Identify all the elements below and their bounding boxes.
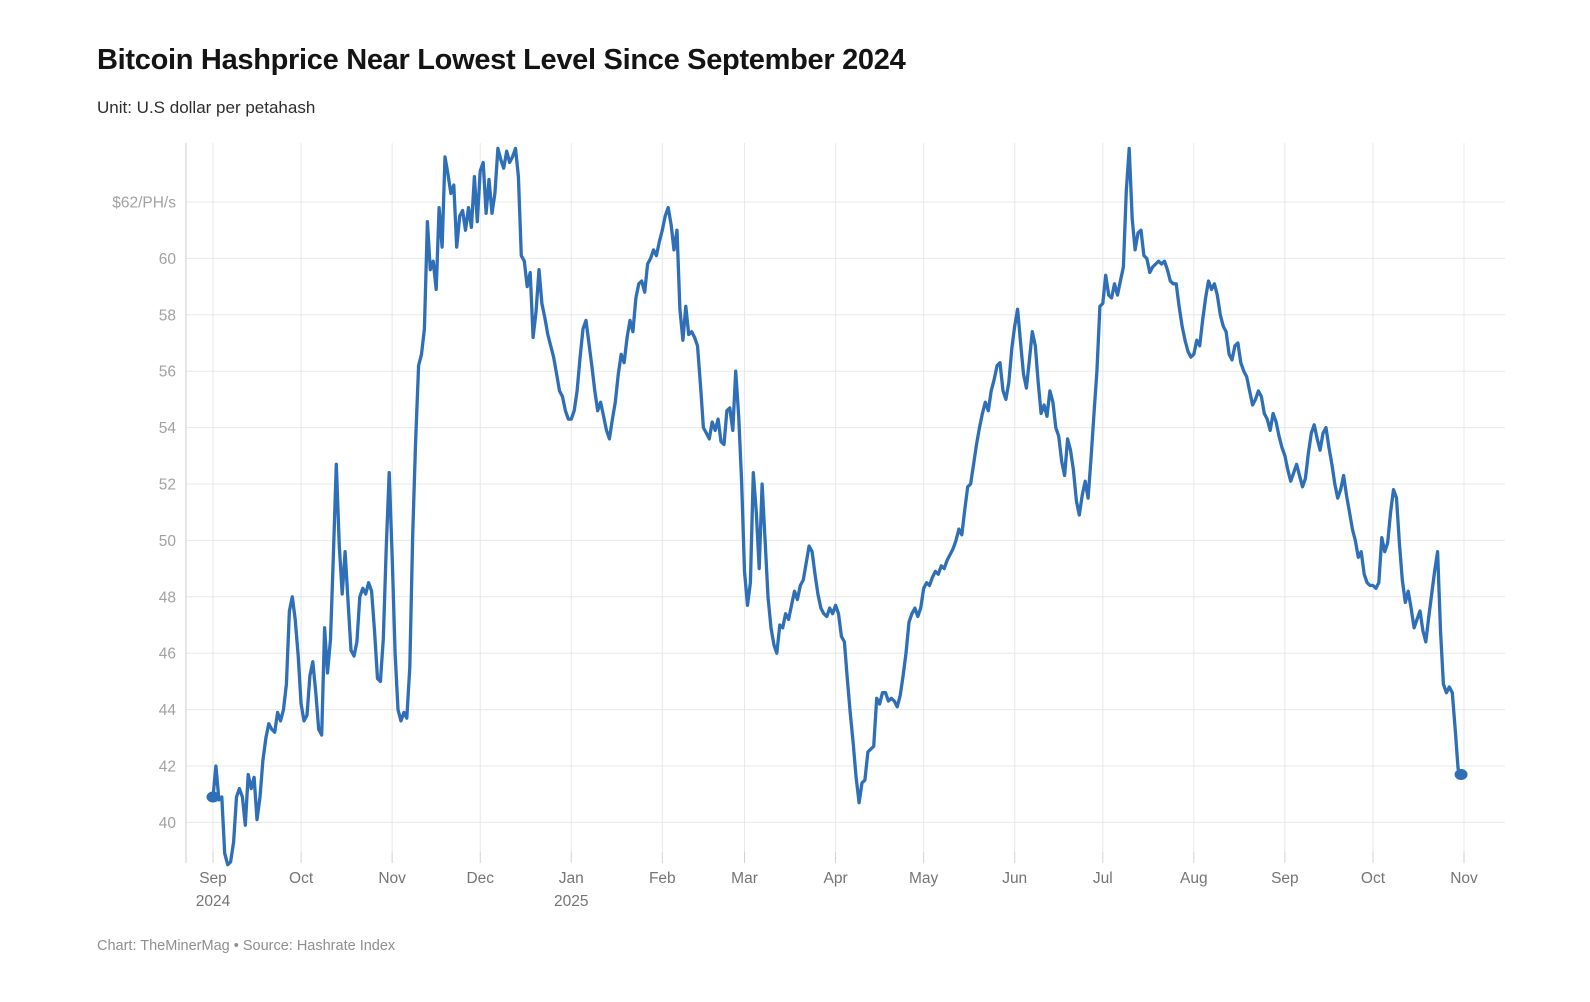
svg-text:Sep: Sep — [199, 870, 227, 887]
svg-text:46: 46 — [159, 646, 176, 663]
svg-text:40: 40 — [159, 815, 177, 832]
svg-text:Oct: Oct — [289, 870, 314, 887]
svg-text:2024: 2024 — [196, 893, 231, 910]
svg-text:52: 52 — [159, 477, 176, 494]
svg-text:$62/PH/s: $62/PH/s — [112, 195, 176, 212]
axis-ticks — [185, 143, 1465, 863]
svg-text:Feb: Feb — [649, 870, 676, 887]
svg-text:48: 48 — [159, 589, 176, 606]
chart-subtitle: Unit: U.S dollar per petahash — [97, 98, 316, 117]
svg-text:42: 42 — [159, 759, 176, 776]
svg-text:Jan: Jan — [559, 870, 584, 887]
svg-text:Jul: Jul — [1093, 870, 1113, 887]
svg-text:Nov: Nov — [378, 870, 406, 887]
svg-text:58: 58 — [159, 307, 176, 324]
series-line — [211, 146, 1463, 867]
svg-text:Dec: Dec — [466, 870, 494, 887]
svg-text:Sep: Sep — [1271, 870, 1299, 887]
svg-text:60: 60 — [159, 251, 177, 268]
svg-text:56: 56 — [159, 364, 176, 381]
svg-text:Nov: Nov — [1450, 870, 1478, 887]
gridlines — [186, 143, 1505, 852]
svg-text:Apr: Apr — [824, 870, 848, 887]
svg-text:54: 54 — [159, 420, 177, 437]
svg-text:Mar: Mar — [731, 870, 758, 887]
chart-title: Bitcoin Hashprice Near Lowest Level Sinc… — [97, 44, 906, 76]
svg-text:Aug: Aug — [1180, 870, 1208, 887]
endpoint-markers — [206, 768, 1468, 803]
y-axis-labels: $62/PH/s 60 58 56 54 52 50 48 46 44 42 40 — [112, 195, 176, 832]
svg-text:44: 44 — [159, 702, 177, 719]
svg-text:Jun: Jun — [1002, 870, 1027, 887]
svg-text:2025: 2025 — [554, 893, 588, 910]
svg-text:May: May — [909, 870, 939, 887]
svg-text:Oct: Oct — [1361, 870, 1386, 887]
svg-text:50: 50 — [159, 533, 177, 550]
x-axis-labels: Sep 2024 Oct Nov Dec Jan 2025 Feb Mar Apr May Jun Ju… — [196, 870, 1478, 910]
source-credit: Chart: TheMinerMag • Source: Hashrate In… — [97, 938, 396, 954]
